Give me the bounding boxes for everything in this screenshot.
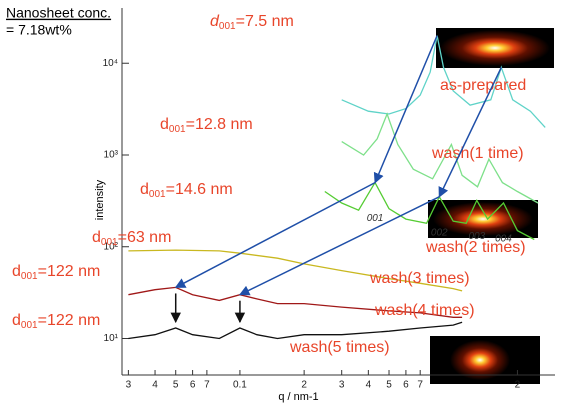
x-tick-label: 5 <box>173 380 179 391</box>
annotation: d001=14.6 nm <box>140 181 233 199</box>
x-tick-label: 7 <box>417 380 423 391</box>
annotation-text: =7.5 nm <box>236 13 294 30</box>
annotation-text: =63 nm <box>118 229 172 246</box>
x-axis-label: q / nm-1 <box>278 391 318 403</box>
annotation: d001=122 nm <box>12 263 100 281</box>
x-tick-label: 2 <box>515 380 521 391</box>
y-axis-label: intensity <box>94 179 106 220</box>
annotation: d001=7.5 nm <box>210 13 294 31</box>
annotation-sub: 001 <box>21 320 38 331</box>
x-tick-label: 4 <box>366 380 372 391</box>
annotation-text: =122 nm <box>38 263 101 280</box>
annotation-sub: 001 <box>101 237 118 248</box>
annotation-symbol: d <box>140 181 149 198</box>
arrow <box>375 36 437 183</box>
header-subtitle: = 7.18wt% <box>6 22 72 38</box>
series-label: wash(1 time) <box>431 145 524 162</box>
y-tick-label: 10³ <box>104 150 119 161</box>
annotation: d001=63 nm <box>92 229 171 247</box>
y-tick-label: 10⁴ <box>103 58 118 69</box>
series-label: as-prepared <box>440 77 526 94</box>
annotation-symbol: d <box>160 116 169 133</box>
annotation-sub: 001 <box>149 189 166 200</box>
annotation-symbol: d <box>12 312 21 329</box>
peak-label: 004 <box>495 234 512 245</box>
x-tick-label: 6 <box>190 380 196 391</box>
x-tick-label: 7 <box>204 380 210 391</box>
annotation-symbol: d <box>92 229 101 246</box>
annotation-text: =122 nm <box>38 312 101 329</box>
figure: Nanosheet conc. = 7.18wt% 345670.1234567… <box>0 0 564 407</box>
annotation-sub: 001 <box>219 21 236 32</box>
series-line <box>128 322 462 338</box>
pattern-image <box>450 340 510 380</box>
annotation-sub: 001 <box>21 271 38 282</box>
header-title: Nanosheet conc. <box>6 5 111 21</box>
annotation-text: =14.6 nm <box>166 181 233 198</box>
pattern-image <box>440 30 550 66</box>
annotation: d001=12.8 nm <box>160 116 253 134</box>
annotation-text: =12.8 nm <box>186 116 253 133</box>
annotation: d001=122 nm <box>12 312 100 330</box>
x-tick-label: 0.1 <box>233 380 247 391</box>
series-label: wash(5 times) <box>289 339 390 356</box>
x-tick-label: 4 <box>152 380 158 391</box>
series-label: wash(3 times) <box>369 270 470 287</box>
peak-label: 001 <box>367 213 384 224</box>
x-tick-label: 3 <box>126 380 132 391</box>
series-label: wash(4 times) <box>374 302 475 319</box>
annotation-sub: 001 <box>169 124 186 135</box>
x-tick-label: 6 <box>403 380 409 391</box>
peak-label: 002 <box>431 227 448 238</box>
x-tick-label: 5 <box>386 380 392 391</box>
y-tick-label: 10¹ <box>104 333 119 344</box>
x-tick-label: 2 <box>301 380 307 391</box>
annotation-symbol: d <box>12 263 21 280</box>
x-tick-label: 3 <box>339 380 345 391</box>
peak-label: 003 <box>468 231 485 242</box>
